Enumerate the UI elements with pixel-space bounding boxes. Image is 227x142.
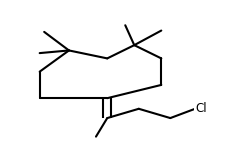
Text: Cl: Cl [194,102,206,115]
